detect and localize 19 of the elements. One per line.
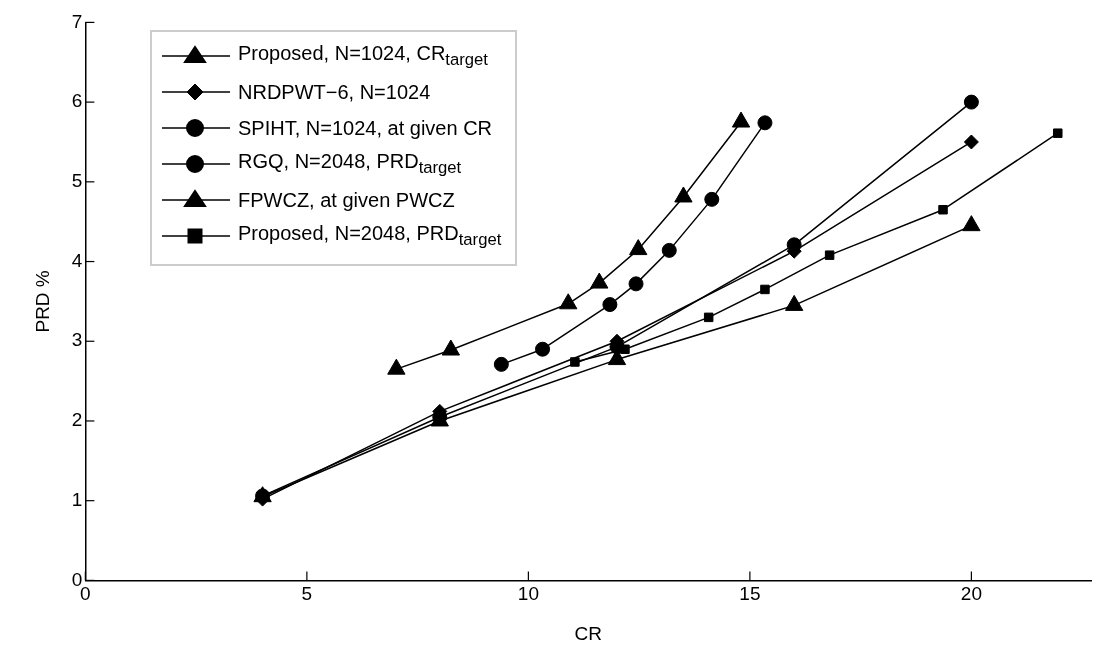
legend-label: Proposed, N=2048, PRD$_{target}$	[238, 222, 502, 250]
y-tick-label: 6	[71, 90, 83, 112]
y-tick-label: 7	[71, 10, 83, 32]
legend-label: NRDPWT−6, N=1024	[238, 80, 431, 104]
legend-label: FPWCZ, at given PWCZ	[238, 188, 455, 212]
y-tick-label: 1	[71, 488, 83, 510]
y-tick-label: 2	[71, 409, 83, 431]
y-tick-label: 4	[71, 249, 83, 271]
legend-label: SPIHT, N=1024, at given CR	[238, 116, 493, 140]
x-tick-label: 20	[960, 583, 982, 605]
x-tick-label: 10	[517, 583, 539, 605]
x-tick-label: 5	[301, 583, 313, 605]
x-tick-label: 15	[739, 583, 761, 605]
legend-label: RGQ, N=2048, PRD$_{target}$	[238, 150, 462, 178]
x-axis-title: CR	[574, 622, 602, 644]
y-tick-label: 5	[71, 170, 83, 192]
y-axis-title: PRD %	[31, 270, 53, 333]
legend-label: Proposed, N=1024, CR$_{target}$	[238, 42, 488, 70]
y-tick-label: 3	[71, 329, 83, 351]
